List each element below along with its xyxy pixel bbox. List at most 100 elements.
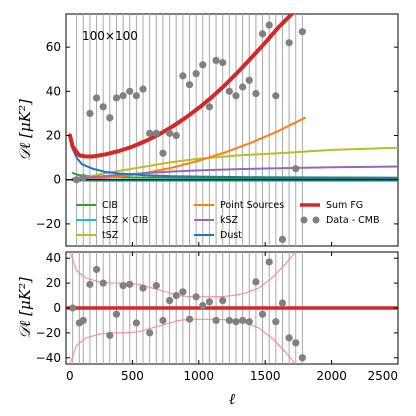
top-data-point bbox=[192, 70, 200, 78]
x-tick-label: 2000 bbox=[316, 369, 347, 383]
top-data-point bbox=[139, 85, 147, 93]
bottom-data-point bbox=[285, 334, 293, 342]
bottom-x-ticks: 0 500 1000 1500 2000 2500 bbox=[65, 252, 399, 383]
bottom-data-point bbox=[292, 339, 300, 347]
bottom-y-axis-label: 𝒟ℓ [μK²] bbox=[16, 277, 34, 339]
bottom-y-ticks: −40 −20 0 20 40 bbox=[36, 251, 398, 365]
bottom-data-point bbox=[199, 301, 207, 310]
bottom-y-tick-label: 40 bbox=[46, 251, 61, 265]
bottom-data-point bbox=[298, 354, 306, 362]
bottom-data-point bbox=[146, 329, 154, 337]
x-axis-label: ℓ bbox=[229, 390, 235, 408]
top-data-point bbox=[99, 103, 107, 111]
top-data-point bbox=[258, 30, 267, 38]
top-data-point bbox=[179, 72, 187, 80]
bottom-data-point bbox=[92, 265, 101, 274]
top-data-point bbox=[285, 39, 293, 47]
x-tick-label: 500 bbox=[121, 369, 144, 383]
top-data-point bbox=[219, 59, 227, 67]
top-data-point bbox=[252, 89, 260, 98]
bottom-data-point bbox=[69, 304, 77, 312]
bottom-data-point bbox=[119, 282, 127, 290]
top-data-point bbox=[272, 92, 280, 100]
top-y-tick-label: 60 bbox=[46, 40, 61, 54]
top-data-point bbox=[172, 131, 180, 140]
bottom-data-point bbox=[179, 288, 187, 296]
legend-label-dust: Dust bbox=[220, 230, 242, 241]
bottom-y-tick-label: 20 bbox=[46, 276, 61, 290]
bottom-data-point bbox=[99, 279, 107, 287]
bottom-y-tick-label: 0 bbox=[53, 301, 61, 315]
bottom-data-point bbox=[239, 316, 247, 325]
series-line-sum-fg bbox=[68, 14, 295, 159]
top-y-tick-label: 0 bbox=[53, 173, 61, 187]
top-plot-frame bbox=[65, 13, 399, 247]
x-tick-label: 1000 bbox=[184, 369, 215, 383]
bottom-data-point bbox=[139, 284, 147, 292]
top-data-point bbox=[265, 21, 273, 29]
top-data-point bbox=[165, 129, 174, 137]
bottom-data-point bbox=[152, 282, 160, 290]
bottom-data-point bbox=[265, 258, 273, 266]
top-data-point bbox=[106, 114, 114, 122]
top-data-point bbox=[225, 87, 233, 95]
bottom-data-point bbox=[165, 296, 174, 305]
top-data-point bbox=[232, 92, 240, 100]
bottom-data-point bbox=[278, 299, 287, 307]
x-tick-label: 2500 bbox=[367, 369, 398, 383]
legend-label-sum-fg: Sum FG bbox=[326, 200, 363, 211]
bottom-data-point bbox=[132, 319, 140, 327]
top-y-tick-label: 20 bbox=[46, 129, 61, 143]
top-data-point bbox=[205, 103, 214, 111]
top-data-point bbox=[126, 87, 134, 95]
top-y-ticks: −20 0 20 40 60 bbox=[36, 40, 399, 246]
legend-label-cib: CIB bbox=[102, 200, 118, 211]
bottom-data-point bbox=[212, 316, 220, 325]
bottom-data-point bbox=[205, 298, 214, 306]
top-data-point bbox=[298, 28, 306, 36]
top-data-point bbox=[132, 92, 140, 100]
bottom-data-point bbox=[245, 318, 253, 326]
series-line-tsz bbox=[71, 146, 398, 181]
legend-label-tsz-cib: tSZ × CIB bbox=[102, 215, 148, 226]
bottom-data-point bbox=[225, 316, 233, 325]
top-data-point bbox=[146, 129, 154, 137]
top-data-point bbox=[212, 56, 220, 64]
annotation-label: 100×100 bbox=[82, 29, 138, 43]
legend-label-data-cmb: Data - CMB bbox=[326, 215, 380, 226]
top-data-point bbox=[73, 176, 81, 184]
top-data-point bbox=[112, 94, 121, 102]
top-series-lines bbox=[66, 14, 398, 182]
top-data-point bbox=[79, 173, 87, 182]
series-line-ksz bbox=[71, 165, 398, 180]
bottom-data-point bbox=[192, 293, 200, 301]
top-data-point bbox=[292, 165, 300, 173]
legend: CIB tSZ × CIB tSZ Point Sources kSZ Dust… bbox=[76, 200, 380, 241]
x-tick-label: 1500 bbox=[250, 369, 281, 383]
legend-marker-data-cmb-2 bbox=[312, 216, 320, 224]
bottom-data-point bbox=[172, 291, 180, 300]
series-line-point-sources bbox=[71, 116, 306, 181]
bottom-data-point bbox=[185, 315, 194, 323]
legend-label-tsz: tSZ bbox=[102, 230, 119, 241]
top-data-point bbox=[245, 76, 253, 84]
legend-label-point-sources: Point Sources bbox=[220, 200, 284, 211]
legend-marker-data-cmb bbox=[300, 216, 308, 224]
top-data-point bbox=[86, 109, 94, 118]
top-data-point bbox=[199, 61, 207, 69]
bottom-y-tick-label: −20 bbox=[36, 326, 61, 340]
bottom-data-point bbox=[232, 318, 240, 326]
bottom-data-point bbox=[159, 316, 167, 325]
bottom-data-point bbox=[86, 280, 94, 288]
bottom-data-point bbox=[219, 296, 227, 305]
bottom-y-tick-label: −40 bbox=[36, 351, 61, 365]
bottom-data-point bbox=[126, 280, 134, 288]
top-data-point bbox=[185, 81, 194, 89]
top-data-point bbox=[92, 94, 101, 102]
bottom-data-point bbox=[79, 316, 87, 325]
series-line-dust bbox=[69, 134, 398, 179]
x-tick-label: 0 bbox=[66, 369, 74, 383]
bottom-data-point bbox=[106, 331, 114, 339]
top-data-point bbox=[278, 235, 287, 243]
top-panel: −20 0 20 40 60 100×100 𝒟ℓ [μK²] CIB tSZ × CI… bbox=[16, 13, 399, 247]
